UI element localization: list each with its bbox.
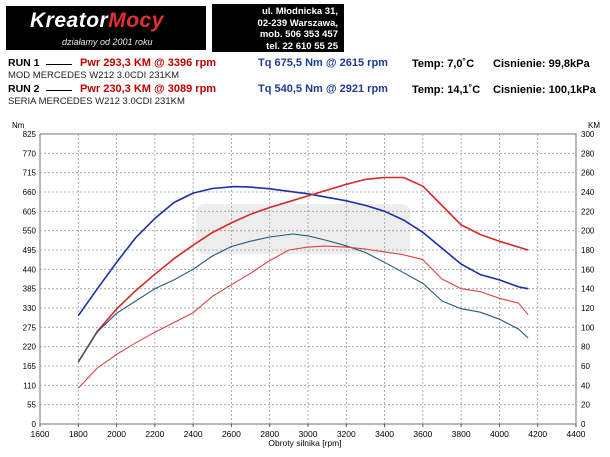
y-right-tick-label: 40: [581, 381, 590, 390]
watermark-logo: [196, 204, 410, 254]
y-right-tick-label: 260: [581, 169, 595, 178]
y-left-tick-label: 770: [23, 149, 37, 158]
x-tick-label: 3200: [337, 429, 356, 439]
mod-torque-line: [77, 185, 529, 317]
x-tick-label: 3600: [413, 429, 432, 439]
x-tick-label: 4000: [490, 429, 509, 439]
contact-mobile: mob. 506 353 457: [259, 29, 338, 40]
y-right-tick-label: 140: [581, 285, 595, 294]
run1-label: RUN 1: [8, 57, 40, 69]
grid-lines: [40, 134, 576, 424]
y-right-tick-label: 220: [581, 207, 595, 216]
y-right-tick-label: 100: [581, 323, 595, 332]
y-left-tick-label: 55: [27, 401, 36, 410]
run2-pressure: Cisnienie: 100,1kPa: [493, 84, 596, 96]
stock-power-line: [77, 245, 529, 389]
y-axis-right-unit: KM: [588, 121, 600, 130]
y-left-tick-label: 550: [23, 227, 37, 236]
y-right-tick-label: 300: [581, 130, 595, 139]
run1-temperature: Temp: 7,0˚C: [412, 58, 475, 70]
y-left-tick-label: 275: [23, 323, 37, 332]
logo-wordmark: KreatorMocy: [30, 9, 164, 32]
run1-vehicle: MOD MERCEDES W212 3.0CDI 231KM: [8, 70, 180, 81]
x-tick-label: 2800: [260, 429, 279, 439]
contact-city: 02-239 Warszawa,: [257, 17, 338, 29]
x-tick-label: 2600: [222, 429, 241, 439]
y-right-tick-label: 120: [581, 304, 595, 313]
y-left-tick-label: 440: [23, 265, 37, 274]
x-tick-label: 2400: [184, 429, 203, 439]
y-left-tick-label: 385: [23, 285, 37, 294]
y-left-tick-label: 715: [23, 169, 37, 178]
y-right-tick-label: 80: [581, 343, 590, 352]
contact-phone: tel. 22 610 55 25: [266, 40, 338, 52]
run2-torque-summary: Tq 540,5 Nm @ 2921 rpm: [258, 83, 388, 95]
y-axis-left-unit: Nm: [12, 121, 25, 130]
run2-temperature: Temp: 14,1˚C: [412, 84, 481, 96]
y-left-tick-label: 660: [23, 188, 37, 197]
x-axis-ticks: 1600 1800 2000 2200 2400 2600 2800 3000 3200 3400…: [31, 424, 586, 439]
y-right-tick-label: 180: [581, 246, 595, 255]
y-left-tick-label: 220: [23, 343, 37, 352]
y-left-tick-label: 605: [23, 207, 37, 216]
x-tick-label: 1800: [69, 429, 88, 439]
stock-torque-line: [77, 233, 529, 362]
y-right-tick-label: 280: [581, 149, 595, 158]
x-tick-label: 2200: [145, 429, 164, 439]
mod-power-line: [77, 176, 529, 363]
x-tick-label: 2000: [107, 429, 126, 439]
brand-logo: KreatorMocy działamy od 2001 roku: [6, 6, 206, 50]
run1-pressure: Cisnienie: 99,8kPa: [493, 58, 590, 70]
x-axis-title: Obroty silnika [rpm]: [268, 438, 341, 448]
y-right-tick-label: 0: [581, 420, 586, 429]
contact-block: ul. Młodnicka 31, 02-239 Warszawa, mob. …: [212, 4, 344, 52]
logo-tagline: działamy od 2001 roku: [62, 37, 153, 47]
series-lines: [77, 176, 529, 389]
y-left-tick-label: 330: [23, 304, 37, 313]
y-left-tick-label: 825: [23, 130, 37, 139]
run2-line-swatch: [46, 90, 72, 91]
run1-torque-summary: Tq 675,5 Nm @ 2615 rpm: [258, 57, 388, 69]
x-tick-label: 1600: [31, 429, 50, 439]
x-tick-label: 3400: [375, 429, 394, 439]
x-tick-label: 4400: [567, 429, 586, 439]
y-right-tick-label: 200: [581, 227, 595, 236]
x-tick-label: 3800: [452, 429, 471, 439]
y-right-tick-label: 20: [581, 401, 590, 410]
y-left-tick-label: 165: [23, 362, 37, 371]
y-axis-right-ticks: 0 20 40 60 80 100 120 140 160 180 200 220 240 260 280 3…: [581, 130, 595, 429]
x-tick-label: 3000: [299, 429, 318, 439]
run1-power-summary: Pwr 293,3 KM @ 3396 rpm: [80, 57, 217, 69]
y-right-tick-label: 60: [581, 362, 590, 371]
run2-vehicle: SERIA MERCEDES W212 3.0CDI 231KM: [8, 96, 185, 107]
run2-label: RUN 2: [8, 83, 40, 95]
run2-power-summary: Pwr 230,3 KM @ 3089 rpm: [80, 83, 217, 95]
y-right-tick-label: 240: [581, 188, 595, 197]
y-right-tick-label: 160: [581, 265, 595, 274]
x-tick-label: 4200: [528, 429, 547, 439]
contact-address: ul. Młodnicka 31,: [261, 6, 338, 17]
y-left-tick-label: 0: [32, 420, 37, 429]
y-left-tick-label: 110: [23, 381, 36, 390]
run1-line-swatch: [46, 64, 72, 65]
y-left-tick-label: 495: [23, 246, 37, 255]
y-axis-left-ticks: 0 55 110 165 220 275 330 385 440 495 550 605 660 715 7…: [23, 130, 37, 429]
